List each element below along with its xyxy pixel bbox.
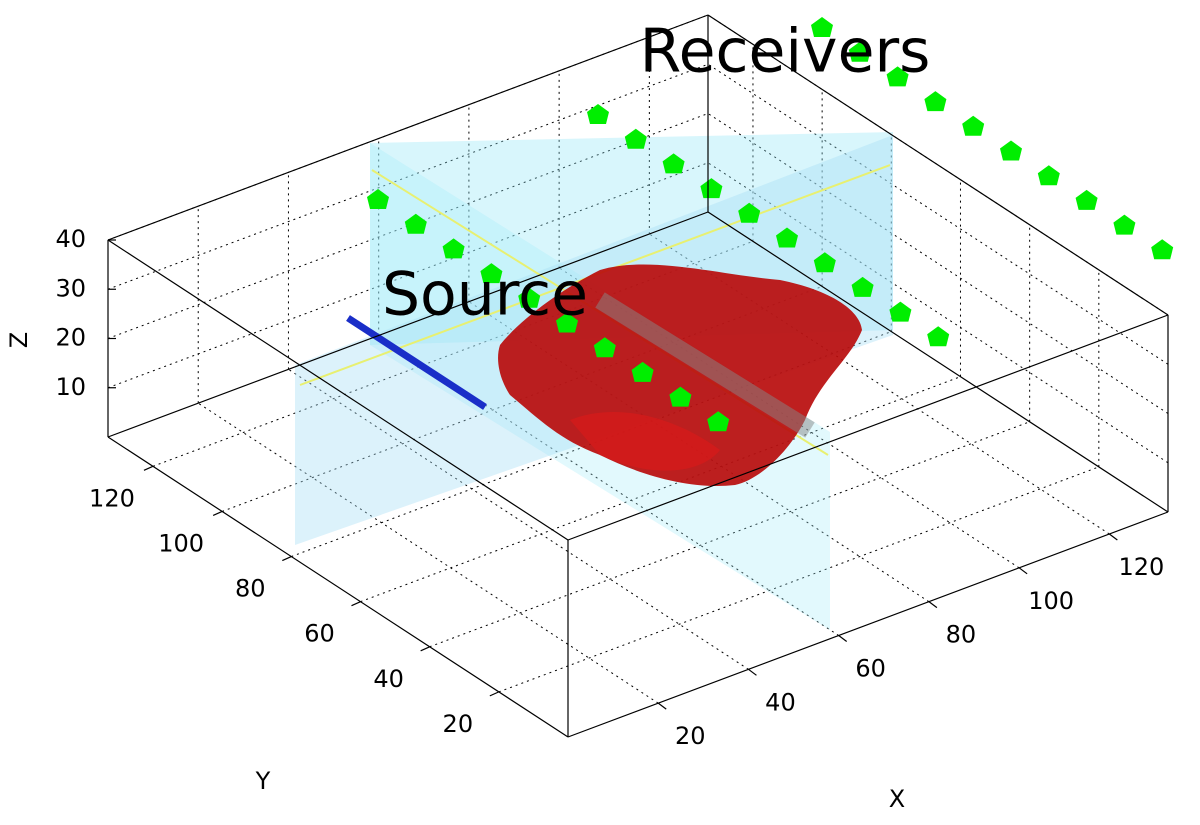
receiver-marker xyxy=(669,386,692,407)
z-tick-label: 20 xyxy=(55,324,86,352)
y-tick xyxy=(420,646,430,652)
x-tick xyxy=(838,635,848,642)
grid-line xyxy=(107,63,709,290)
y-tick-label: 80 xyxy=(235,575,266,603)
receiver-marker xyxy=(624,128,647,149)
y-tick xyxy=(143,465,154,471)
receiver-marker xyxy=(851,276,874,297)
receiver-marker xyxy=(1000,140,1022,161)
box-edge xyxy=(707,211,1169,513)
x-tick-label: 80 xyxy=(946,621,977,649)
receiver-marker xyxy=(738,202,761,223)
y-tick xyxy=(489,691,500,697)
x-tick xyxy=(928,601,938,609)
receiver-marker xyxy=(848,41,871,62)
receiver-marker xyxy=(927,326,950,347)
receivers-label: Receivers xyxy=(640,17,931,87)
receiver-marker xyxy=(367,189,389,209)
y-tick-label: 20 xyxy=(443,710,474,738)
box-edge xyxy=(707,14,1169,316)
slice-edge xyxy=(595,292,815,438)
x-tick-label: 120 xyxy=(1118,553,1164,581)
source-label: Source xyxy=(382,260,588,330)
box-edge xyxy=(567,511,1169,738)
grid-line xyxy=(360,376,961,603)
grid-line xyxy=(107,162,709,389)
grid-line xyxy=(707,63,1169,365)
source-line xyxy=(346,315,487,410)
receiver-marker xyxy=(404,213,427,234)
x-tick xyxy=(1108,533,1118,541)
grid-line xyxy=(107,113,709,339)
x-tick-label: 60 xyxy=(855,654,886,682)
receiver-marker xyxy=(1113,214,1136,235)
x-tick xyxy=(1018,567,1028,575)
box-edge xyxy=(567,314,1169,541)
y-tick xyxy=(282,556,292,562)
x-tick xyxy=(657,702,667,710)
receiver-marker xyxy=(480,263,503,284)
receiver-marker xyxy=(518,287,541,308)
receiver-marker xyxy=(811,17,833,37)
z-tick-label: 10 xyxy=(55,373,86,401)
grid-line xyxy=(707,113,1169,414)
grid-line xyxy=(707,162,1169,464)
receiver-marker xyxy=(962,115,985,136)
receiver-marker xyxy=(556,312,578,333)
y-tick-label: 40 xyxy=(373,665,404,693)
grid-line xyxy=(429,421,1030,648)
z-tick-label: 30 xyxy=(55,274,86,302)
receiver-marker xyxy=(707,411,730,432)
y-tick-label: 60 xyxy=(304,620,335,648)
y-tick xyxy=(212,510,223,516)
receiver-marker xyxy=(886,66,909,87)
box-edge xyxy=(107,14,709,241)
anomaly-shading xyxy=(570,411,720,471)
receiver-marker xyxy=(924,91,947,112)
box-edge xyxy=(107,436,569,738)
receiver-marker xyxy=(442,238,465,259)
y-tick xyxy=(351,601,361,607)
grid-line xyxy=(197,402,659,704)
receiver-marker xyxy=(700,178,723,199)
x-tick-label: 20 xyxy=(675,722,706,750)
receiver-marker xyxy=(593,337,616,358)
x-tick-label: 40 xyxy=(765,688,796,716)
axes-box xyxy=(107,14,1169,738)
receiver-marker xyxy=(813,252,836,273)
receiver-marker xyxy=(889,301,912,322)
x-tick xyxy=(748,668,757,676)
receiver-marker xyxy=(662,153,685,174)
receiver-marker xyxy=(587,104,609,124)
grid-line xyxy=(498,466,1100,693)
receiver-marker xyxy=(631,361,654,382)
receiver-marker xyxy=(1151,239,1174,260)
z-tick-label: 40 xyxy=(55,225,86,253)
box-edge xyxy=(107,239,569,541)
receiver-marker xyxy=(1075,189,1098,210)
receiver-marker xyxy=(1037,165,1060,186)
box-edge xyxy=(107,211,709,438)
x-axis-label: X xyxy=(889,785,905,813)
y-tick-label: 120 xyxy=(89,484,135,512)
z-axis-label: Z xyxy=(5,332,33,348)
grid-line xyxy=(288,368,749,670)
receivers xyxy=(367,17,1174,432)
x-tick-label: 100 xyxy=(1028,587,1074,615)
y-axis-label: Y xyxy=(255,767,271,795)
receiver-marker xyxy=(776,227,798,248)
y-tick-label: 100 xyxy=(158,529,204,557)
